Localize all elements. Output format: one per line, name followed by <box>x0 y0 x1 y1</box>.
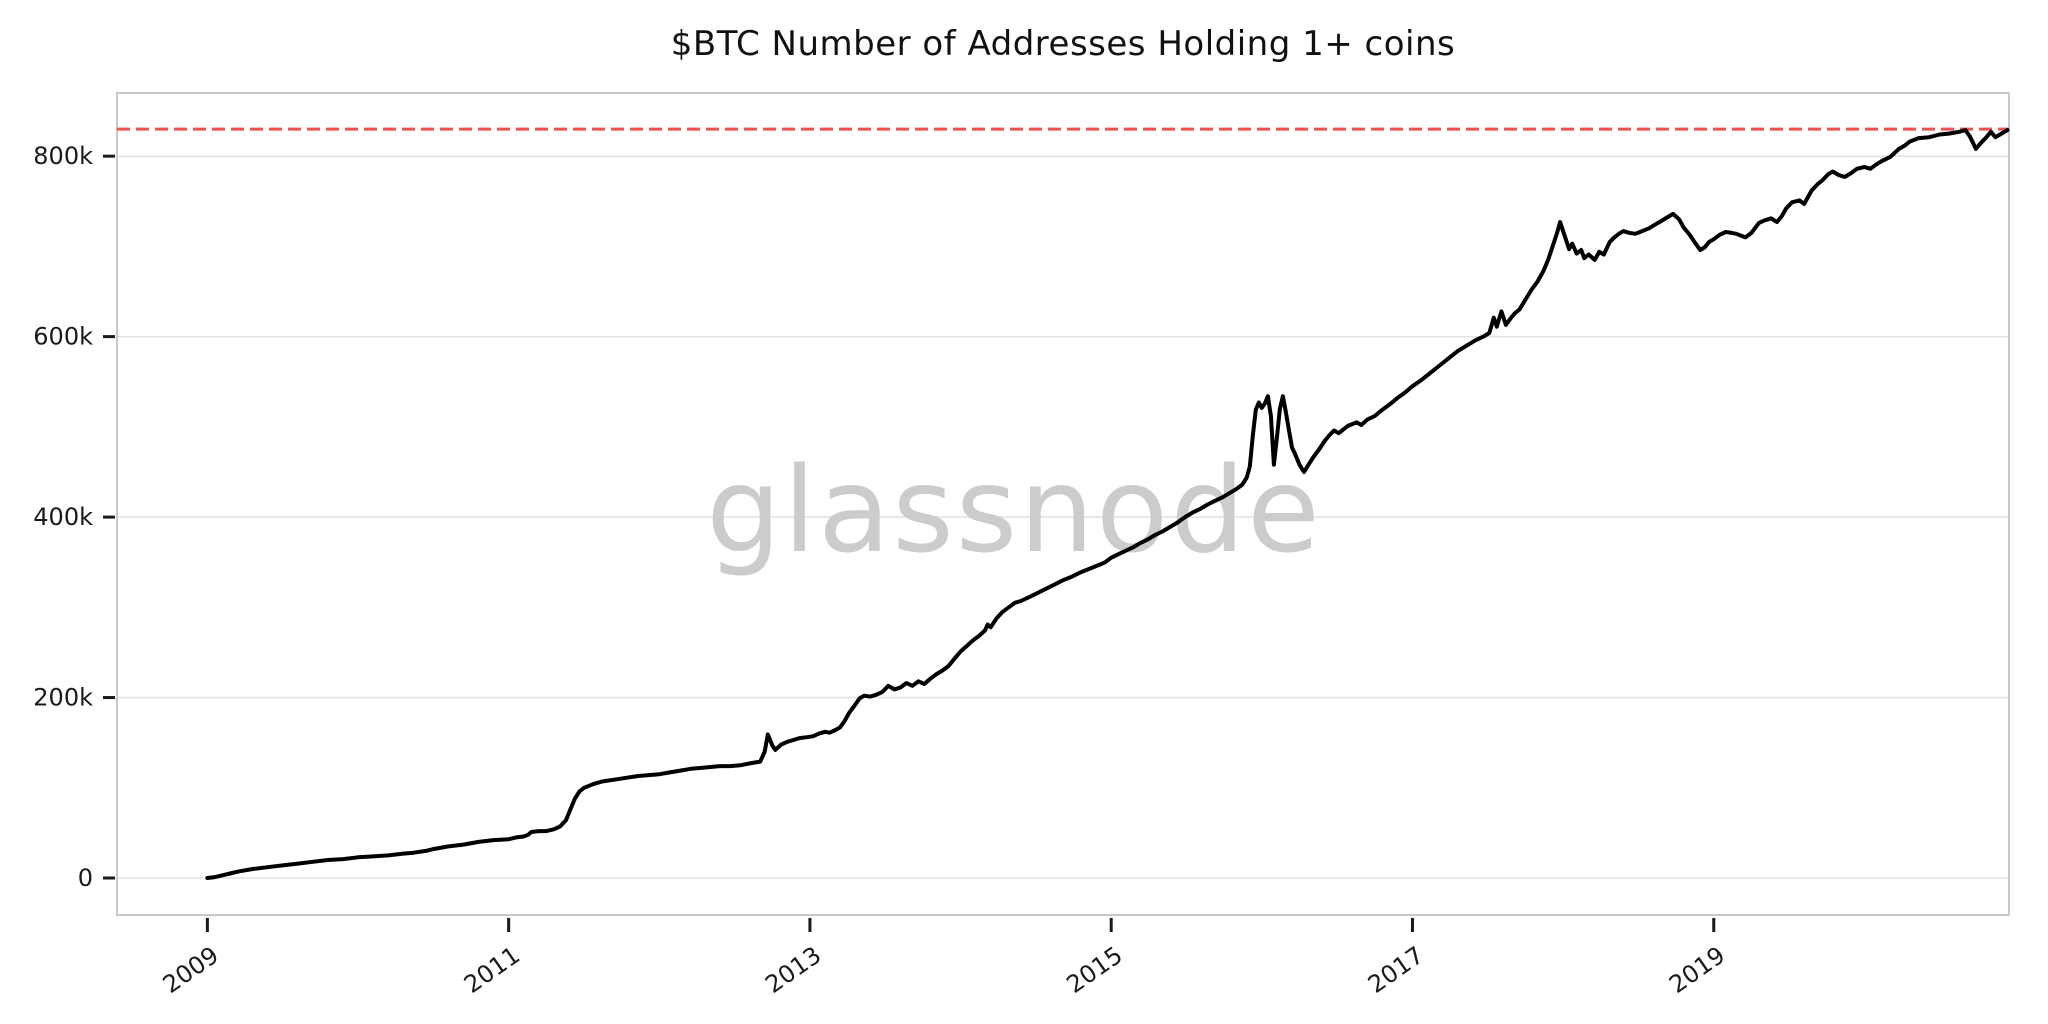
x-tick-label-2009: 2009 <box>158 941 224 999</box>
y-tick-label-400k: 400k <box>33 503 93 531</box>
x-tick-label-2015: 2015 <box>1062 941 1128 999</box>
x-tick-label-2019: 2019 <box>1664 941 1730 999</box>
x-axis: 2009 2011 2013 2015 2017 2019 <box>158 918 1730 999</box>
y-tick-label-800k: 800k <box>33 142 93 170</box>
y-axis: 0 200k 400k 600k 800k <box>33 142 115 892</box>
series-line <box>205 128 2010 880</box>
y-tick-label-0: 0 <box>78 864 93 892</box>
glassnode-watermark: glassnode <box>706 441 1321 579</box>
x-tick-label-2013: 2013 <box>760 941 826 999</box>
gridlines-group <box>117 155 2009 879</box>
y-tick-label-200k: 200k <box>33 684 93 712</box>
x-tick-label-2017: 2017 <box>1363 941 1429 999</box>
plot-border <box>116 92 2010 916</box>
chart-title: $BTC Number of Addresses Holding 1+ coin… <box>670 24 1456 64</box>
y-tick-label-600k: 600k <box>33 323 93 351</box>
x-tick-label-2011: 2011 <box>459 941 525 999</box>
